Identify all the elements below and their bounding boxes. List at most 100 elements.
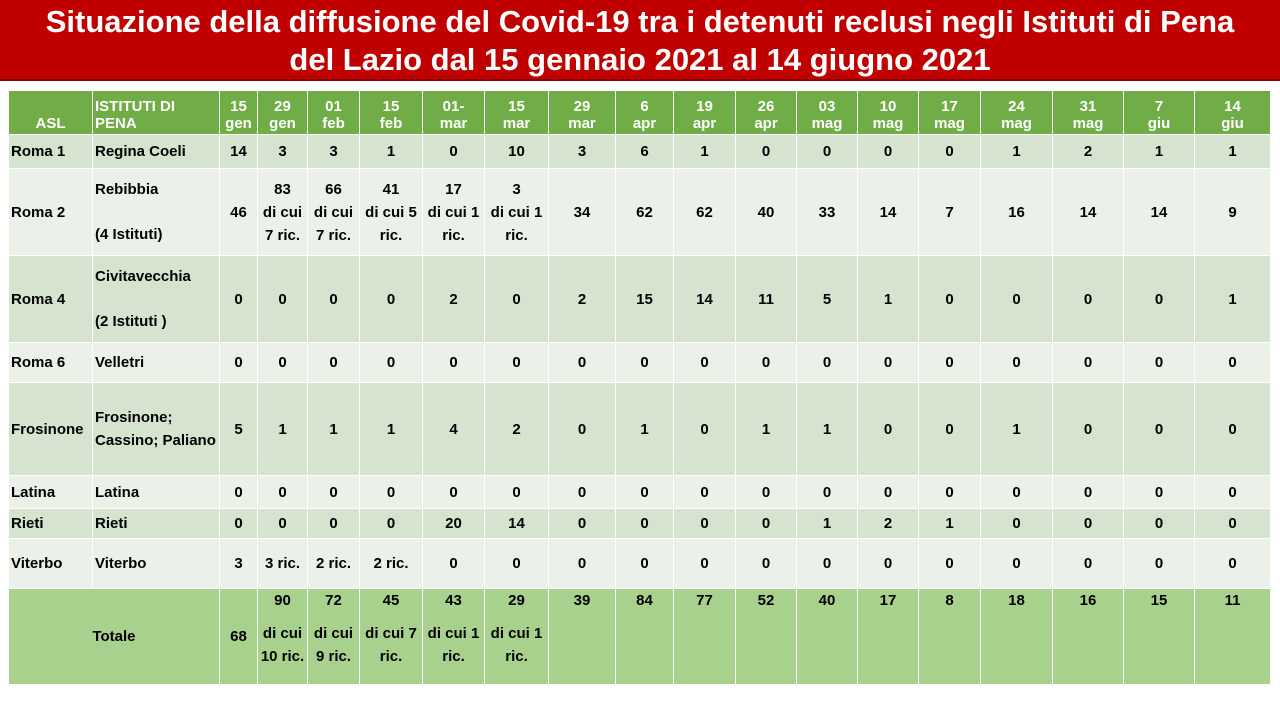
istituto-subtitle: (2 Istituti ) <box>95 313 167 330</box>
cell-value: 0 <box>1228 515 1237 532</box>
cell-value: 1 <box>1154 143 1164 160</box>
header-date-7: 6 apr <box>615 90 674 135</box>
cell-value: 0 <box>278 515 287 532</box>
istituto-name: Frosinone; Cassino; Paliano <box>95 409 216 449</box>
istituto-cell: Rieti <box>92 508 220 539</box>
cell-value: 0 <box>278 290 287 308</box>
cell-value: 6 <box>640 143 649 160</box>
cell-value: 0 <box>945 290 954 308</box>
value-cell: 0 <box>484 538 549 589</box>
value-cell: 3 <box>257 134 308 169</box>
title-line-1: Situazione della diffusione del Covid-19… <box>45 4 1235 39</box>
cell-value: 46 <box>230 203 247 221</box>
total-value: 29 <box>508 592 525 609</box>
value-cell: 0 <box>735 538 797 589</box>
cell-value: 62 <box>636 203 653 221</box>
header-date-month: giu <box>1147 115 1171 132</box>
cell-value: 1 <box>1228 290 1237 308</box>
total-value-cell: 40 <box>796 588 858 685</box>
cell-value: 2 <box>883 515 893 532</box>
value-cell: 1 <box>796 508 858 539</box>
total-value: 45 <box>382 592 400 609</box>
value-cell: 0 <box>673 538 736 589</box>
cell-value: 0 <box>386 483 396 501</box>
value-cell: 1 <box>980 382 1053 476</box>
istituto-subtitle: (4 Istituti) <box>95 226 163 243</box>
cell-value: 3 <box>329 143 338 160</box>
cell-value: 14 <box>508 515 525 532</box>
header-date-day: 31 <box>1079 98 1097 115</box>
cell-value: 0 <box>386 515 396 532</box>
cell-value: 0 <box>1083 515 1093 532</box>
value-cell: 0 <box>484 255 549 343</box>
value-cell: 0 <box>359 508 423 539</box>
cell-value: 0 <box>1154 483 1164 501</box>
value-cell: 0 <box>1194 508 1271 539</box>
cell-value: 5 <box>234 420 243 438</box>
value-cell: 0 <box>422 475 485 509</box>
cell-value: 0 <box>577 515 587 532</box>
header-date-month: mar <box>568 115 596 132</box>
cell-value: 3 <box>512 180 521 198</box>
istituto-name: Latina <box>95 483 140 501</box>
table-row: Latina Latina 0 0 0 0 0 0 0 0 0 0 0 0 0 0 0 0 0 <box>8 475 1271 509</box>
cell-value: 0 <box>761 483 771 501</box>
asl-cell: Roma 4 <box>8 255 93 343</box>
istituto-cell: Viterbo <box>92 538 220 589</box>
value-cell: 0 <box>918 382 981 476</box>
cell-value: 0 <box>761 354 771 371</box>
value-cell: 0 <box>422 538 485 589</box>
istituto-cell: Latina <box>92 475 220 509</box>
value-cell: 0 <box>980 255 1053 343</box>
value-cell: 0 <box>796 538 858 589</box>
cell-value: 0 <box>1154 515 1164 532</box>
istituto-cell: Rebibbia (4 Istituti) <box>92 168 220 256</box>
value-cell: 0 <box>548 475 616 509</box>
value-cell: 0 <box>615 475 674 509</box>
value-cell: 0 <box>980 538 1053 589</box>
table-row: Roma 1 Regina Coeli 14 3 3 1 0 10 3 6 1 0 0 0 0 1 2 1 1 <box>8 134 1271 169</box>
cell-value: 0 <box>883 420 893 438</box>
value-cell: 0 <box>307 508 360 539</box>
value-cell: 2 <box>548 255 616 343</box>
value-cell: 5 <box>219 382 258 476</box>
cell-value: 0 <box>329 483 338 501</box>
cell-value: 1 <box>822 515 832 532</box>
value-cell: 1 <box>615 382 674 476</box>
istituto-cell: Frosinone; Cassino; Paliano <box>92 382 220 476</box>
total-value-cell: 43 di cui 1 ric. <box>422 588 485 685</box>
value-cell: 0 <box>615 508 674 539</box>
value-cell: 1 <box>735 382 797 476</box>
cell-value: 0 <box>1083 555 1093 572</box>
header-date-day: 14 <box>1224 98 1241 115</box>
total-value: 8 <box>945 592 954 609</box>
total-value: 68 <box>230 628 247 645</box>
cell-value: 0 <box>761 143 771 160</box>
total-value-cell: 90 di cui 10 ric. <box>257 588 308 685</box>
header-date-day: 10 <box>879 98 897 115</box>
cell-value: 0 <box>1083 420 1093 438</box>
header-asl: ASL <box>8 90 93 135</box>
value-cell: 14 <box>219 134 258 169</box>
value-cell: 3 <box>307 134 360 169</box>
total-note: di cui 1 ric. <box>427 625 480 665</box>
total-value-cell: 17 <box>857 588 919 685</box>
cell-value: 0 <box>1228 555 1237 572</box>
value-cell: 0 <box>980 475 1053 509</box>
value-cell: 62 <box>615 168 674 256</box>
cell-value: 0 <box>234 483 243 501</box>
value-cell: 66 di cui 7 ric. <box>307 168 360 256</box>
cell-value: 0 <box>512 483 521 501</box>
value-cell: 14 <box>1123 168 1195 256</box>
value-cell: 0 <box>548 342 616 383</box>
header-istituti: ISTITUTI DI PENA <box>92 90 220 135</box>
cell-value: 3 <box>234 555 243 572</box>
cell-value: 62 <box>696 203 713 221</box>
cell-value: 0 <box>700 354 709 371</box>
value-cell: 0 <box>548 508 616 539</box>
value-cell: 0 <box>735 475 797 509</box>
cell-value: 14 <box>230 143 247 160</box>
cell-value: 0 <box>1083 354 1093 371</box>
total-value-cell: 52 <box>735 588 797 685</box>
cell-value: 40 <box>757 203 775 221</box>
